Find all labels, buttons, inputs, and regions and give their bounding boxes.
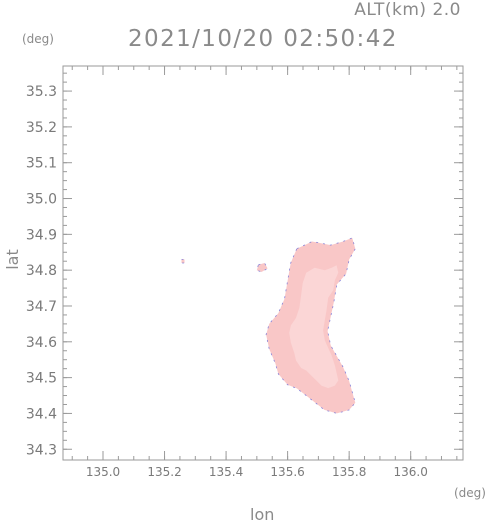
altitude-label: ALT(km) 2.0 [354,0,461,20]
x-tick-label: 136.0 [394,465,428,479]
y-tick-label: 34.7 [26,299,57,315]
x-tick-label: 135.2 [147,465,181,479]
y-tick-label: 34.6 [26,335,57,351]
y-tick-label: 34.3 [26,442,57,458]
y-tick-label: 34.5 [26,371,57,387]
x-tick-label: 135.0 [86,465,120,479]
plot-frame [62,65,464,461]
x-axis-title: lon [250,505,275,524]
y-tick-label: 35.3 [26,84,57,100]
main-echo-core [289,265,339,389]
y-tick-label: 35.2 [26,120,57,136]
y-tick-label: 34.4 [26,406,57,422]
x-axis-unit: (deg) [454,486,486,500]
y-tick-label: 35.1 [26,156,57,172]
y-tick-label: 34.9 [26,227,57,243]
y-axis-unit: (deg) [22,32,54,46]
y-tick-label: 34.8 [26,263,57,279]
tiny-echo-far-west [181,258,185,264]
timestamp-title: 2021/10/20 02:50:42 [128,26,398,52]
x-tick-label: 135.8 [332,465,366,479]
x-tick-label: 135.4 [209,465,243,479]
x-tick-label: 135.6 [270,465,304,479]
y-tick-label: 35.0 [26,192,57,208]
small-echo-west [256,262,269,273]
